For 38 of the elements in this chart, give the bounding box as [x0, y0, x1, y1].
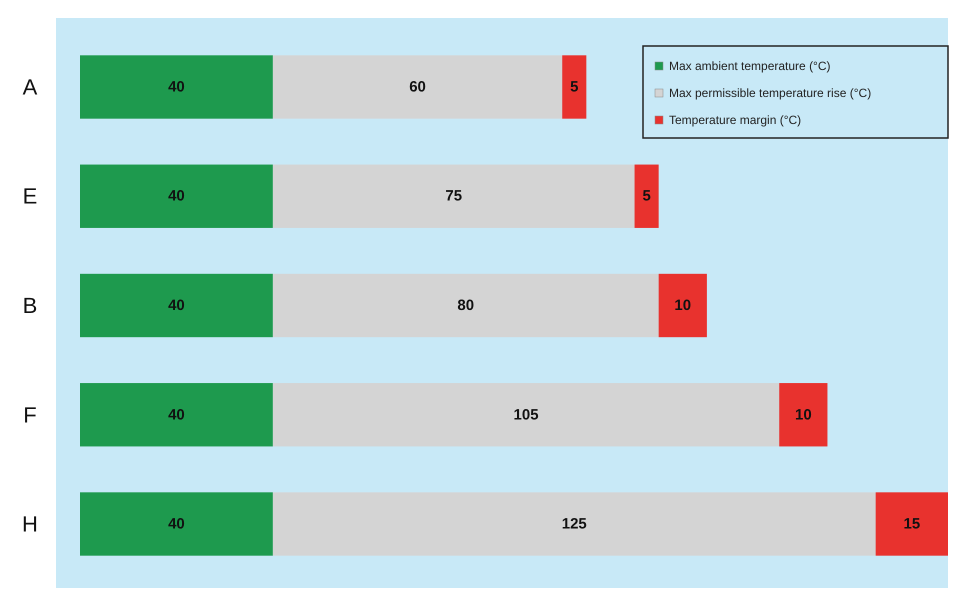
- bar: [80, 383, 273, 446]
- legend-label: Max ambient temperature (°C): [669, 59, 831, 73]
- y-tick-label: B: [22, 293, 38, 318]
- y-tick-label: F: [23, 402, 37, 428]
- data-label: 40: [168, 406, 185, 424]
- data-label: 60: [409, 78, 426, 96]
- data-label: 40: [168, 516, 185, 533]
- data-label: 80: [457, 297, 474, 314]
- bar: [562, 55, 586, 119]
- bar: [272, 383, 780, 446]
- bar: [80, 274, 273, 338]
- data-label: 10: [674, 297, 692, 314]
- y-tick-label: H: [22, 512, 38, 537]
- bar: [272, 55, 562, 119]
- y-tick-label: E: [22, 184, 38, 209]
- legend-label: Temperature margin (°C): [669, 113, 802, 127]
- bar: [658, 274, 707, 338]
- bar: [272, 274, 659, 338]
- bar: [80, 492, 273, 556]
- data-label: 75: [445, 188, 462, 205]
- data-label: 40: [168, 297, 185, 314]
- data-label: 125: [562, 516, 587, 533]
- bar: [272, 164, 635, 228]
- bar: [779, 383, 828, 446]
- data-label: 105: [514, 406, 539, 424]
- bar: [876, 492, 948, 556]
- data-label: 15: [903, 516, 920, 533]
- legend-label: Max permissible temperature rise (°C): [669, 86, 872, 100]
- data-label: 40: [168, 188, 185, 205]
- bar: [80, 164, 273, 228]
- data-label: 10: [794, 406, 812, 424]
- data-label: 40: [168, 78, 185, 96]
- bar: [272, 492, 876, 556]
- data-label: 5: [570, 78, 578, 96]
- bar: [634, 164, 659, 228]
- bar: [80, 55, 273, 119]
- data-label: 5: [642, 188, 651, 205]
- y-tick-label: A: [22, 74, 38, 100]
